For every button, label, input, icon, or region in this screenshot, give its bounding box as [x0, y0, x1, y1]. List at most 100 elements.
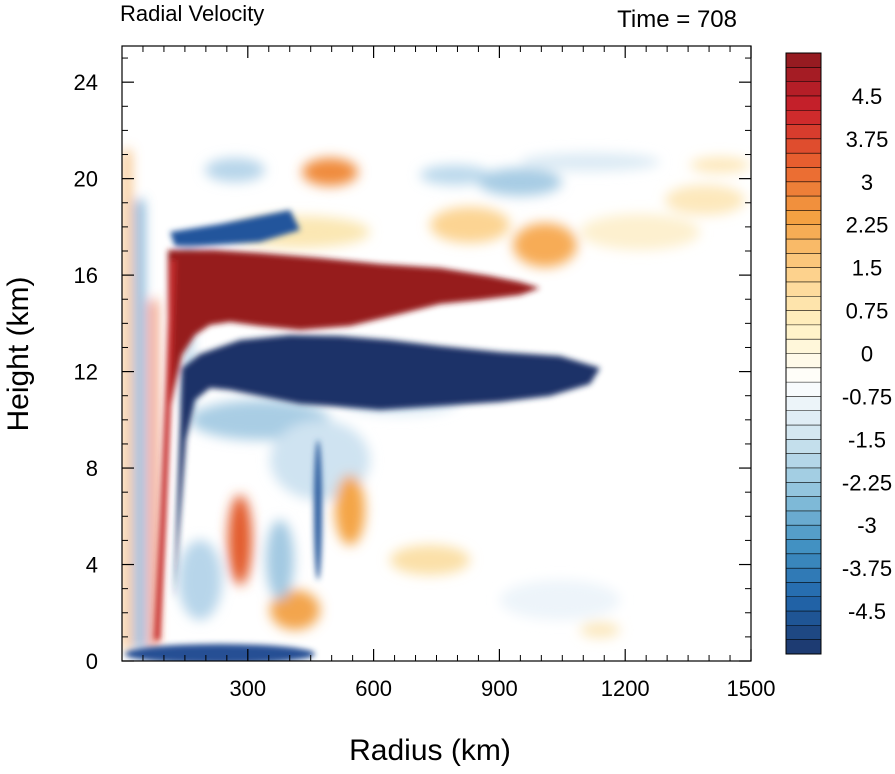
colorbar-bin	[786, 281, 821, 297]
colorbar-bin	[786, 525, 821, 540]
field-patch	[665, 185, 745, 215]
colorbar-bin	[786, 210, 821, 226]
field-patch	[205, 158, 265, 182]
colorbar-frame	[785, 52, 822, 655]
colorbar-bin	[786, 596, 821, 612]
field-patch	[580, 622, 620, 638]
axes: 300 600 900 1200 1500 0 4 8 12 16 20 24	[74, 46, 776, 701]
field-patch	[580, 214, 700, 250]
y-tick-label: 0	[86, 649, 98, 674]
colorbar-label: -4.5	[848, 599, 886, 624]
colorbar-label: -0.75	[842, 384, 892, 409]
upper-outflow-max	[168, 250, 540, 420]
colorbar-bin	[786, 382, 821, 397]
colorbar-label: -3	[857, 513, 877, 538]
colorbar-bin	[786, 410, 821, 426]
y-tick-label: 24	[74, 70, 98, 95]
colorbar-bin	[786, 367, 821, 383]
eyewall-outflow-band	[154, 260, 176, 640]
colorbar-bin	[786, 553, 821, 569]
field-patch	[420, 165, 490, 185]
colorbar-bin	[786, 353, 821, 369]
field-band	[124, 150, 130, 650]
field-patch	[228, 495, 252, 585]
colorbar-bin	[786, 239, 821, 254]
y-tick-label: 16	[74, 263, 98, 288]
field-patch	[478, 168, 562, 196]
colorbar-bin	[786, 267, 821, 283]
y-tick-label: 8	[86, 456, 98, 481]
colorbar-label: 4.5	[852, 84, 883, 109]
field-patch	[513, 223, 577, 267]
colorbar-bin	[786, 496, 821, 512]
colorbar: 4.5 3.75 3 2.25 1.5 0.75 0 -0.75 -1.5 -2.25 -3 -3.7…	[785, 52, 892, 655]
colorbar-bin	[786, 467, 821, 483]
y-tick-label: 4	[86, 553, 98, 578]
colorbar-bin	[786, 310, 821, 326]
colorbar-bin	[786, 81, 821, 97]
colorbar-bin	[786, 196, 821, 211]
colorbar-bin	[786, 181, 821, 197]
field-patch	[390, 545, 470, 575]
y-axis-title: Height (km)	[2, 276, 35, 431]
colorbar-bin	[786, 153, 821, 168]
upper-level-inflow	[174, 335, 600, 600]
x-tick-label: 1200	[601, 676, 650, 701]
colorbar-bin	[786, 253, 821, 268]
field-band	[150, 300, 156, 650]
colorbar-bin	[786, 510, 821, 526]
colorbar-bin	[786, 138, 821, 154]
chart-title-right: Time = 708	[617, 6, 737, 33]
x-axis-title: Radius (km)	[349, 734, 511, 767]
field-band	[136, 200, 143, 650]
colorbar-label: 0	[861, 342, 873, 367]
field-patch	[302, 158, 358, 186]
colorbar-bin	[786, 224, 821, 240]
colorbar-bin	[786, 110, 821, 125]
low-level-inflow	[125, 644, 315, 661]
colorbar-bin	[786, 453, 821, 469]
colorbar-label: 1.5	[852, 256, 883, 281]
field-patch	[270, 590, 320, 630]
colorbar-bin	[786, 539, 821, 555]
field-patch	[500, 580, 620, 620]
colorbar-bin	[786, 53, 821, 68]
colorbar-label: -3.75	[842, 556, 892, 581]
colorbar-bin	[786, 67, 821, 82]
field-patch	[266, 520, 294, 600]
colorbar-bin	[786, 396, 821, 412]
colorbar-label: -1.5	[848, 427, 886, 452]
colorbar-bin	[786, 425, 821, 440]
colorbar-bin	[786, 482, 821, 497]
plot-area	[122, 46, 751, 661]
chart-title-left: Radial Velocity	[120, 1, 264, 26]
x-tick-label: 900	[481, 676, 518, 701]
colorbar-bin	[786, 639, 821, 655]
colorbar-bin	[786, 339, 821, 354]
field-strong	[125, 210, 600, 661]
x-tick-label: 600	[355, 676, 392, 701]
colorbar-bin	[786, 324, 821, 340]
field-patch	[335, 475, 365, 545]
colorbar-bin	[786, 439, 821, 454]
colorbar-bin	[786, 582, 821, 598]
colorbar-bin	[786, 167, 821, 183]
colorbar-label: 3	[861, 170, 873, 195]
y-tick-label: 12	[74, 360, 98, 385]
colorbar-bin	[786, 611, 821, 626]
upper-inflow-band	[170, 210, 300, 246]
field-patch	[520, 153, 660, 171]
y-tick-label: 20	[74, 167, 98, 192]
field-patch	[178, 540, 222, 620]
x-tick-label: 300	[229, 676, 266, 701]
colorbar-label: 2.25	[846, 213, 889, 238]
colorbar-label: 3.75	[846, 127, 889, 152]
colorbar-bin	[786, 124, 821, 140]
colorbar-label: -2.25	[842, 470, 892, 495]
field-patch	[430, 207, 510, 243]
x-tick-label: 1500	[727, 676, 776, 701]
field-patch	[690, 157, 750, 173]
colorbar-label: 0.75	[846, 299, 889, 324]
mid-level-inflow	[314, 440, 322, 580]
